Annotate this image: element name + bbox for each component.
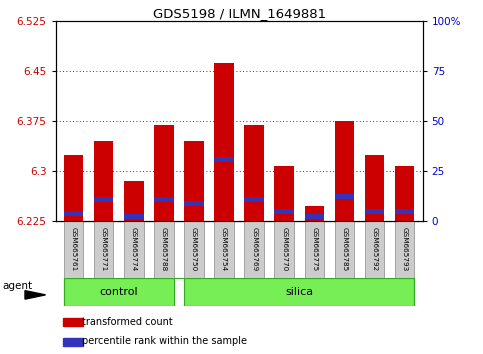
Bar bbox=[365, 221, 384, 278]
Bar bbox=[124, 221, 143, 278]
Bar bbox=[244, 125, 264, 221]
Bar bbox=[64, 211, 84, 216]
Bar bbox=[395, 221, 414, 278]
Bar bbox=[94, 197, 114, 201]
Text: control: control bbox=[99, 287, 138, 297]
Text: GSM665761: GSM665761 bbox=[71, 227, 77, 272]
Bar bbox=[395, 166, 414, 221]
Bar bbox=[154, 125, 174, 221]
Bar bbox=[94, 141, 114, 221]
Bar bbox=[335, 221, 354, 278]
Text: GSM665785: GSM665785 bbox=[341, 227, 347, 272]
Bar bbox=[395, 209, 414, 213]
Bar bbox=[184, 201, 204, 206]
Bar bbox=[124, 181, 143, 221]
Bar bbox=[184, 278, 414, 306]
Text: GSM665769: GSM665769 bbox=[251, 227, 257, 272]
Bar bbox=[365, 209, 384, 213]
Bar bbox=[154, 197, 174, 201]
Text: agent: agent bbox=[3, 281, 33, 291]
Text: GSM665788: GSM665788 bbox=[161, 227, 167, 272]
Text: silica: silica bbox=[285, 287, 313, 297]
Bar bbox=[94, 221, 114, 278]
Bar bbox=[244, 221, 264, 278]
Bar bbox=[63, 338, 84, 346]
Bar bbox=[184, 221, 204, 278]
Bar bbox=[64, 221, 84, 278]
Bar bbox=[214, 63, 234, 221]
Bar bbox=[214, 221, 234, 278]
Text: GSM665754: GSM665754 bbox=[221, 227, 227, 272]
Text: GSM665792: GSM665792 bbox=[371, 227, 378, 272]
Bar bbox=[214, 157, 234, 161]
Bar bbox=[304, 206, 324, 221]
Text: transformed count: transformed count bbox=[82, 317, 172, 327]
Text: GSM665775: GSM665775 bbox=[312, 227, 317, 272]
Bar bbox=[63, 318, 84, 326]
Bar bbox=[274, 221, 294, 278]
Bar bbox=[64, 278, 174, 306]
Bar bbox=[274, 166, 294, 221]
Bar bbox=[365, 155, 384, 221]
Title: GDS5198 / ILMN_1649881: GDS5198 / ILMN_1649881 bbox=[153, 7, 326, 20]
Bar bbox=[184, 141, 204, 221]
Bar bbox=[304, 221, 324, 278]
Bar bbox=[244, 197, 264, 201]
Polygon shape bbox=[25, 291, 45, 299]
Text: GSM665770: GSM665770 bbox=[281, 227, 287, 272]
Text: GSM665771: GSM665771 bbox=[100, 227, 107, 272]
Bar bbox=[274, 209, 294, 213]
Bar bbox=[335, 121, 354, 221]
Bar bbox=[154, 221, 174, 278]
Text: GSM665750: GSM665750 bbox=[191, 227, 197, 272]
Bar bbox=[124, 214, 143, 219]
Text: GSM665793: GSM665793 bbox=[401, 227, 408, 272]
Bar bbox=[64, 155, 84, 221]
Bar bbox=[335, 194, 354, 199]
Text: percentile rank within the sample: percentile rank within the sample bbox=[82, 336, 247, 346]
Text: GSM665774: GSM665774 bbox=[131, 227, 137, 272]
Bar bbox=[304, 214, 324, 219]
